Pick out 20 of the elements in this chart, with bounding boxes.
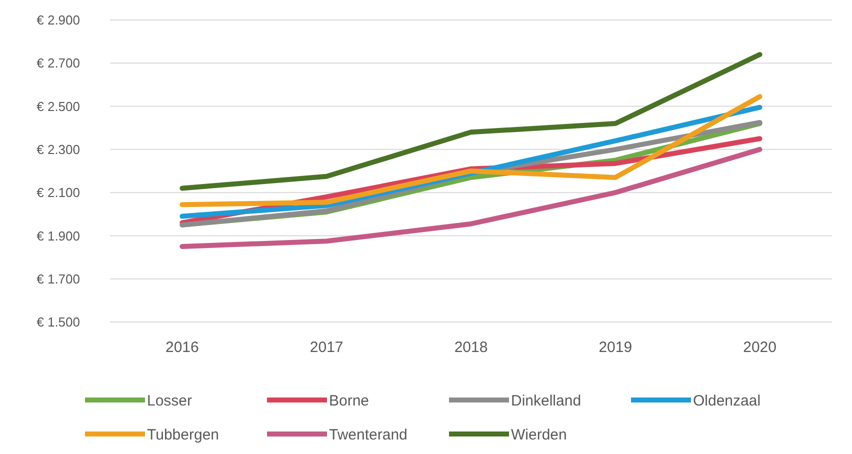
legend-label: Dinkelland xyxy=(511,392,582,410)
y-tick-label: € 1.700 xyxy=(36,271,80,286)
x-tick-label: 2019 xyxy=(598,339,632,356)
y-tick-label: € 2.100 xyxy=(36,185,80,200)
y-tick-label: € 2.500 xyxy=(36,98,80,114)
x-tick-label: 2016 xyxy=(166,339,199,356)
y-tick-label: € 2.700 xyxy=(36,56,80,71)
y-tick-label: € 2.900 xyxy=(36,12,80,28)
x-tick-label: 2017 xyxy=(310,339,344,356)
y-tick-label: € 1.900 xyxy=(36,228,80,244)
legend-label: Losser xyxy=(147,392,192,410)
y-tick-label: € 1.500 xyxy=(36,314,80,330)
y-tick-label: € 2.300 xyxy=(36,142,80,157)
legend-label: Oldenzaal xyxy=(693,392,761,410)
legend-label: Wierden xyxy=(511,426,567,444)
legend-label: Twenterand xyxy=(329,426,408,444)
legend-label: Borne xyxy=(329,392,370,410)
x-tick-label: 2018 xyxy=(454,339,488,356)
x-tick-label: 2020 xyxy=(743,339,776,356)
legend-label: Tubbergen xyxy=(147,426,219,444)
